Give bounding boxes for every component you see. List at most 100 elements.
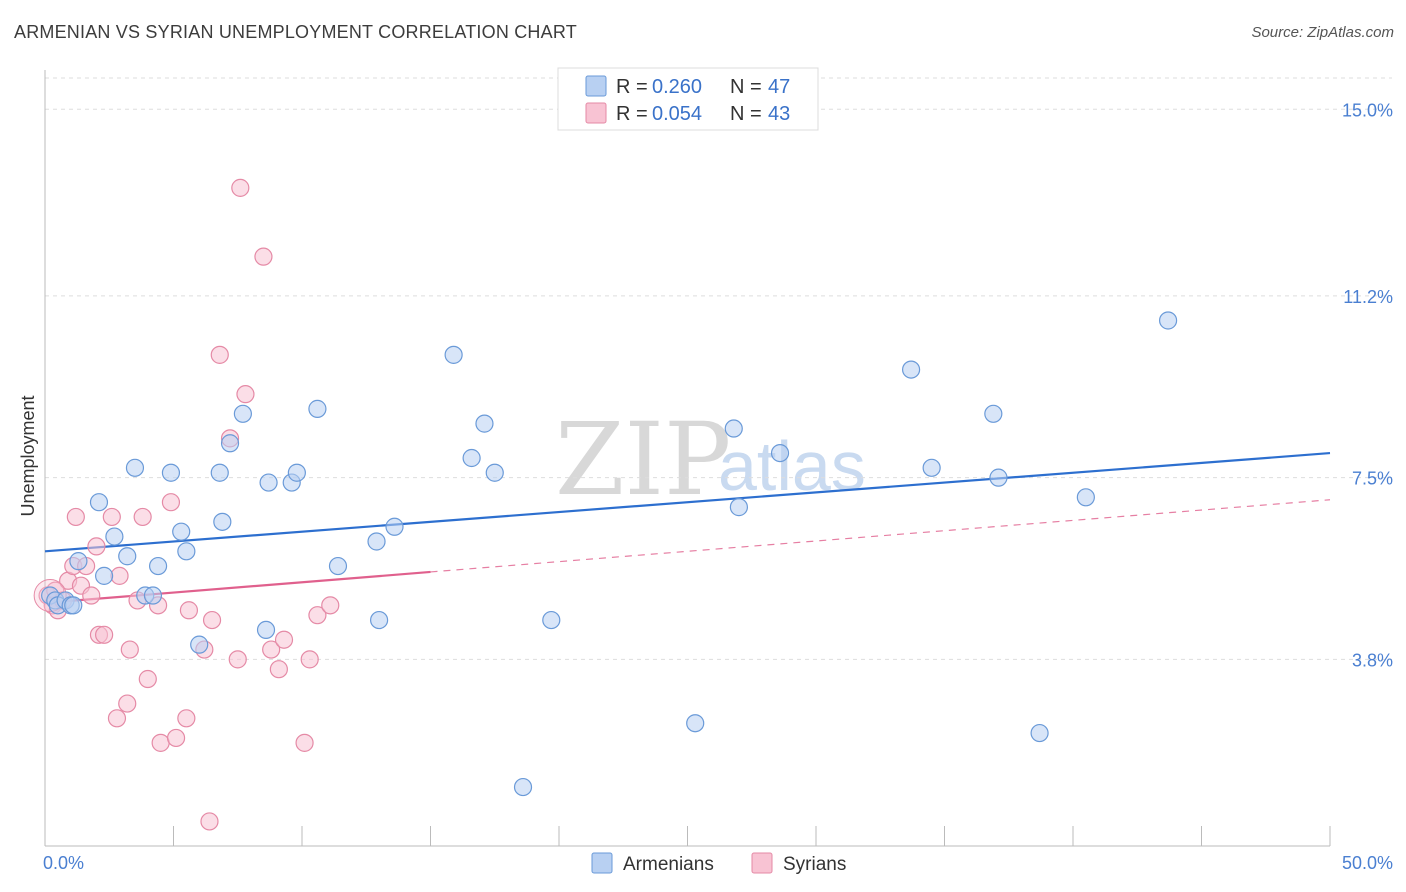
armenians-point xyxy=(989,468,1008,487)
armenians-point xyxy=(125,458,145,477)
syrians-point xyxy=(151,733,170,752)
watermark-atlas: atlas xyxy=(718,427,866,505)
armenians-point xyxy=(172,522,191,541)
armenians-point xyxy=(724,419,743,438)
armenians-point xyxy=(385,517,404,536)
armenians-point xyxy=(1158,311,1178,330)
armenians-point xyxy=(190,635,209,654)
syrians-point xyxy=(102,507,121,527)
x-tick-label: 0.0% xyxy=(43,853,84,873)
armenians-point xyxy=(328,556,348,576)
syrians-point xyxy=(161,493,181,512)
syrians-point xyxy=(110,566,129,585)
syrians-point xyxy=(295,733,314,752)
armenians-point xyxy=(148,556,168,576)
trend-lines xyxy=(44,451,1331,604)
armenians-point xyxy=(161,463,181,482)
armenians-trend-line xyxy=(44,451,1331,553)
syrians-point xyxy=(179,601,199,620)
syrians-point xyxy=(87,537,106,556)
syrians-point xyxy=(138,669,157,689)
armenians-point xyxy=(984,404,1003,423)
axes xyxy=(44,70,1331,847)
syrians-point xyxy=(118,694,137,713)
legend-syrians-r-value: 0.054 xyxy=(652,103,702,125)
syrians-point xyxy=(120,640,139,659)
armenians-point xyxy=(143,586,163,605)
tick-labels: 3.8% 7.5% 11.2% 15.0% 0.0% 50.0% xyxy=(43,100,1393,873)
legend-armenians-swatch xyxy=(585,75,607,97)
legend-armenians-r-label: R = xyxy=(616,76,648,98)
y-tick-label: 15.0% xyxy=(1342,100,1393,120)
y-tick-label: 7.5% xyxy=(1352,469,1393,489)
syrians-point xyxy=(200,812,219,831)
syrians-point xyxy=(262,640,281,659)
syrians-point xyxy=(274,630,294,649)
legend-armenians-n-value: 47 xyxy=(768,76,790,98)
y-tick-label: 11.2% xyxy=(1343,287,1393,307)
legend: R = 0.260 N = 47 R = 0.054 N = 43 xyxy=(557,67,819,131)
armenians-point xyxy=(89,493,109,512)
watermark: ZIP atlas xyxy=(555,401,866,518)
y-axis-label: Unemployment xyxy=(18,395,38,516)
armenians-point xyxy=(542,610,561,630)
legend-syrians-n-value: 43 xyxy=(768,103,790,125)
armenians-point xyxy=(287,463,306,482)
syrians-point xyxy=(166,728,186,748)
armenians-point xyxy=(259,473,278,492)
x-tick-label: 50.0% xyxy=(1342,853,1393,873)
syrians-point xyxy=(133,507,152,527)
bottom-legend-armenians-label: Armenians xyxy=(623,854,714,875)
armenians-point xyxy=(686,714,705,733)
armenians-point xyxy=(729,498,749,517)
armenians-point xyxy=(233,404,252,423)
syrians-point xyxy=(210,345,229,364)
legend-syrians-r-label: R = xyxy=(616,103,648,125)
armenians-point xyxy=(177,542,196,561)
syrians-points xyxy=(33,178,340,831)
legend-syrians-n-label: N = xyxy=(730,103,762,125)
legend-syrians-swatch xyxy=(585,102,607,124)
armenians-point xyxy=(485,463,504,482)
legend-armenians-r-value: 0.260 xyxy=(652,76,702,98)
syrians-point xyxy=(269,660,288,679)
bottom-legend-armenians-swatch xyxy=(591,852,613,874)
syrians-point xyxy=(202,610,222,630)
armenians-point xyxy=(513,777,533,797)
bottom-legend: Armenians Syrians xyxy=(591,852,846,875)
syrians-point xyxy=(228,650,247,669)
armenians-point xyxy=(95,566,114,585)
syrians-point xyxy=(231,178,250,197)
syrians-trend-line xyxy=(44,570,431,604)
armenians-point xyxy=(1076,488,1095,507)
armenians-point xyxy=(64,596,83,615)
syrians-point xyxy=(300,650,319,669)
armenians-point xyxy=(462,448,481,468)
syrians-point xyxy=(66,507,85,527)
armenians-point xyxy=(308,399,327,418)
armenians-point xyxy=(475,414,494,433)
watermark-zip: ZIP xyxy=(555,401,731,518)
source-credit: Source: ZipAtlas.com xyxy=(1251,24,1394,41)
armenians-point xyxy=(367,532,386,551)
syrians-point xyxy=(308,606,327,625)
armenians-point xyxy=(922,458,941,477)
armenians-point xyxy=(901,360,921,379)
bottom-legend-syrians-swatch xyxy=(751,852,773,874)
armenians-points xyxy=(41,311,1178,797)
armenians-point xyxy=(210,463,229,482)
legend-armenians-n-label: N = xyxy=(730,76,762,98)
armenians-point xyxy=(105,527,124,546)
syrians-point xyxy=(95,625,114,644)
armenians-point xyxy=(69,552,88,571)
syrians-point xyxy=(107,709,127,728)
armenians-point xyxy=(256,620,276,639)
armenians-point xyxy=(1030,723,1049,743)
syrians-point xyxy=(82,586,101,605)
syrians-point xyxy=(236,385,255,404)
armenians-point xyxy=(370,610,389,630)
chart-title: ARMENIAN VS SYRIAN UNEMPLOYMENT CORRELAT… xyxy=(14,22,577,42)
armenians-point xyxy=(444,345,463,364)
armenians-point xyxy=(213,512,232,531)
